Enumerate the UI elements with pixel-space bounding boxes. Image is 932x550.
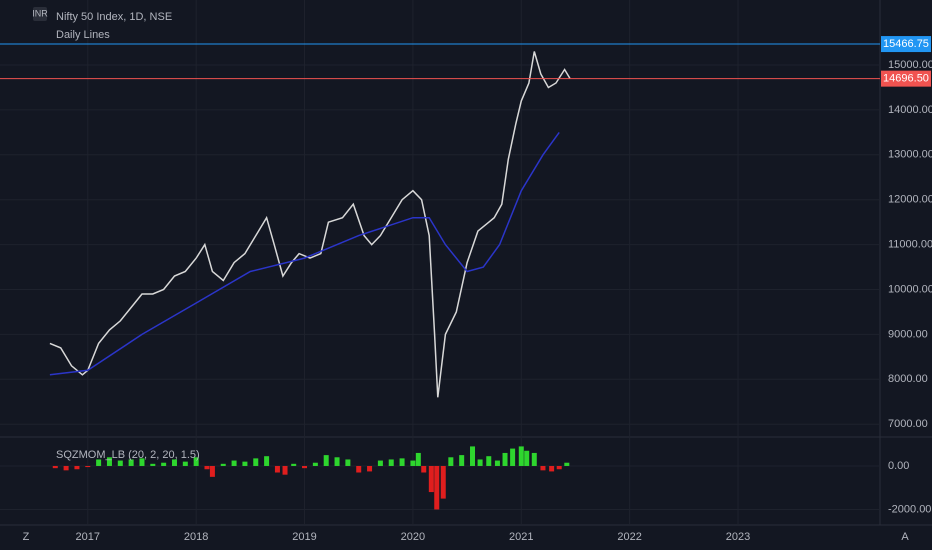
histogram-bar (549, 465, 555, 472)
histogram-bar (171, 459, 177, 466)
histogram-bar (182, 461, 188, 466)
histogram-bar (564, 462, 570, 466)
histogram-bar (117, 460, 123, 466)
histogram-bar (377, 460, 383, 466)
histogram-bar (556, 465, 562, 470)
histogram-bar (415, 452, 421, 466)
histogram-bar (502, 452, 508, 466)
x-tick-label: 2023 (726, 531, 750, 543)
histogram-bar (74, 465, 80, 470)
histogram-bar (161, 462, 167, 466)
histogram-bar (421, 465, 427, 473)
y-tick-label: -2000.00 (888, 503, 931, 515)
histogram-bar (291, 463, 297, 466)
histogram-bar (242, 461, 248, 466)
histogram-bar (85, 465, 91, 468)
histogram-bar (312, 462, 318, 466)
histogram-bar (128, 459, 134, 466)
histogram-bar (448, 457, 454, 466)
x-tick-label: 2022 (617, 531, 641, 543)
currency-label[interactable]: INR (32, 8, 48, 18)
x-tick-label: 2019 (292, 531, 316, 543)
histogram-bar (540, 465, 546, 471)
x-tick-label: 2021 (509, 531, 533, 543)
histogram-bar (282, 465, 288, 475)
histogram-bar (367, 465, 373, 472)
y-tick-label: 10000.00 (888, 283, 932, 295)
histogram-bar (388, 459, 394, 466)
histogram-bar (510, 448, 516, 466)
price-badge (881, 36, 931, 53)
price-line (49, 131, 560, 376)
x-tick-label: 2017 (76, 531, 100, 543)
histogram-bar (459, 455, 465, 466)
y-tick-label: 0.00 (888, 460, 909, 472)
histogram-bar (204, 465, 210, 470)
chart-subtitle: Daily Lines (56, 29, 110, 41)
histogram-bar (518, 446, 524, 466)
histogram-bar (139, 458, 145, 466)
histogram-bar (52, 465, 58, 469)
histogram-bar (193, 457, 199, 466)
histogram-bar (96, 459, 102, 466)
indicator-title: SQZMOM_LB (20, 2, 20, 1.5) (56, 449, 200, 461)
histogram-bar (345, 459, 351, 466)
histogram-bar (486, 456, 492, 466)
x-tick-label: 2018 (184, 531, 208, 543)
histogram-bar (274, 465, 280, 473)
histogram-bar (434, 465, 440, 510)
histogram-bar (106, 457, 112, 466)
histogram-bar (63, 465, 69, 471)
histogram-bar (494, 460, 500, 466)
zoom-button[interactable]: Z (23, 531, 30, 543)
histogram-bar (531, 452, 537, 466)
histogram-bar (399, 458, 405, 466)
currency-badge[interactable] (33, 7, 47, 21)
auto-scale-button[interactable]: A (901, 531, 909, 543)
histogram-bar (334, 457, 340, 466)
histogram-bar (470, 446, 476, 466)
y-tick-label: 12000.00 (888, 194, 932, 206)
y-tick-label: 9000.00 (888, 328, 928, 340)
y-tick-label: 7000.00 (888, 418, 928, 430)
price-badge (881, 70, 931, 87)
price-badge-label: 14696.50 (883, 73, 929, 85)
histogram-bar (220, 463, 226, 466)
histogram-bar (150, 463, 156, 466)
chart-title: Nifty 50 Index, 1D, NSE (56, 11, 172, 23)
histogram-bar (477, 459, 483, 466)
price-line (49, 51, 571, 398)
histogram-bar (410, 460, 416, 466)
histogram-bar (323, 455, 329, 466)
histogram-bar (428, 465, 434, 493)
y-tick-label: 15000.00 (888, 59, 932, 71)
histogram-bar (440, 465, 446, 499)
y-tick-label: 8000.00 (888, 373, 928, 385)
y-tick-label: 14000.00 (888, 104, 932, 116)
x-tick-label: 2020 (401, 531, 425, 543)
y-tick-label: 13000.00 (888, 149, 932, 161)
histogram-bar (264, 456, 270, 466)
y-tick-label: 11000.00 (888, 239, 932, 251)
histogram-bar (253, 458, 259, 466)
price-badge-label: 15466.75 (883, 38, 929, 50)
histogram-bar (356, 465, 362, 473)
histogram-bar (524, 450, 530, 466)
histogram-bar (231, 460, 237, 466)
histogram-bar (209, 465, 215, 477)
histogram-bar (302, 465, 308, 469)
